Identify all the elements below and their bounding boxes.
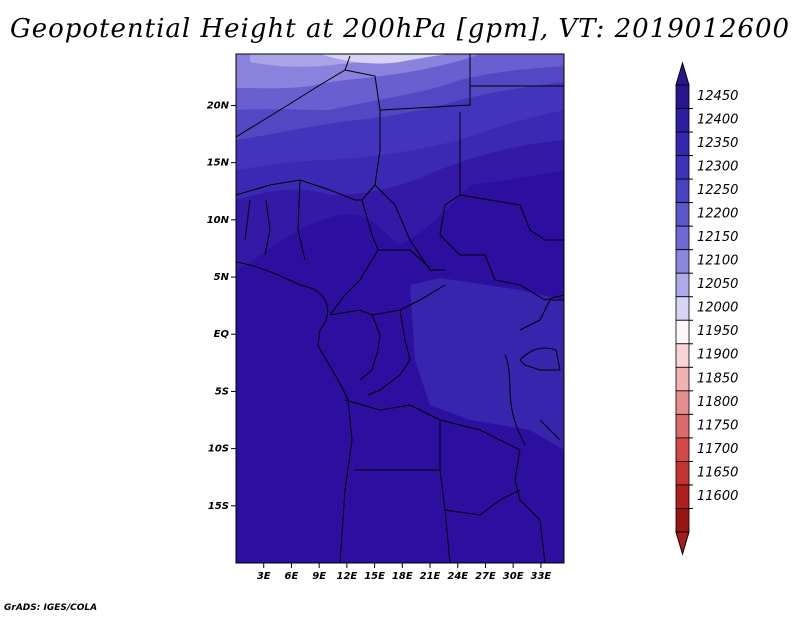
lat-tick-label: 20N [207,100,230,111]
lon-tick-label: 15E [364,571,385,582]
colorbar-swatch [675,437,690,462]
colorbar-label: 11600 [697,489,738,504]
colorbar-label: 12250 [697,183,738,198]
colorbar-bottom-arrow [675,531,690,556]
map-frame [235,53,565,564]
colorbar-swatch [675,272,690,298]
colorbar-swatch [675,108,690,133]
colorbar-label: 12000 [697,301,738,316]
colorbar-swatch [675,155,690,180]
lon-tick-label: 33E [531,571,552,582]
colorbar-label: 11750 [697,418,738,433]
lon-tick-label: 24E [447,571,468,582]
colorbar-swatch [675,343,690,368]
colorbar-swatch [675,131,690,156]
lat-tick-label: 15S [208,501,229,512]
colorbar-swatch [675,508,690,533]
colorbar: 12450 12400 12350 12300 12250 12200 12150 12100… [675,61,738,556]
lon-tick-label: 18E [392,571,413,582]
colorbar-swatch [675,249,690,274]
colorbar-label: 11800 [697,395,738,410]
lat-tick-label: 15N [207,158,230,169]
lon-tick-label: 9E [312,571,326,582]
colorbar-swatch [675,484,690,509]
colorbar-swatch [675,390,690,415]
colorbar-label: 11850 [697,371,738,386]
lat-tick-label: EQ [214,329,230,340]
colorbar-label: 12150 [697,230,738,245]
map-title: Geopotential Height at 200hPa [gpm], VT:… [9,14,791,44]
colorbar-swatch [675,413,690,439]
lat-tick-label: 5S [215,386,229,397]
field-band-12050 [320,54,450,64]
lon-tick-label: 12E [336,571,357,582]
colorbar-swatch [675,225,690,251]
colorbar-label: 12450 [697,89,738,104]
colorbar-swatch [675,84,690,109]
colorbar-label: 12350 [697,136,738,151]
colorbar-swatch [675,296,690,321]
colorbar-swatch [675,366,690,392]
colorbar-label: 12200 [697,207,738,222]
lat-tick-label: 5N [214,272,230,283]
colorbar-top-arrow [675,61,690,86]
colorbar-label: 11650 [697,465,738,480]
colorbar-label: 11950 [697,324,738,339]
lon-axis: 3E 6E 9E 12E 15E 18E 21E 24E 27E 30E 33E [257,563,552,582]
lon-tick-label: 21E [420,571,441,582]
colorbar-swatch [675,319,690,345]
lon-tick-label: 3E [257,571,271,582]
colorbar-label: 12300 [697,160,738,175]
colorbar-swatch [675,461,690,486]
colorbar-label: 12050 [697,277,738,292]
country-borders [236,54,564,563]
grads-credit: GrADS: IGES/COLA [4,603,98,613]
height-field [236,54,564,563]
lat-axis: 20N 15N 10N 5N EQ 5S 10S 15S [207,100,236,512]
lat-tick-label: 10N [207,215,230,226]
colorbar-swatch [675,202,690,227]
colorbar-label: 11900 [697,348,738,363]
field-east-band [410,278,564,450]
colorbar-label: 12100 [697,254,738,269]
lat-tick-label: 10S [208,444,229,455]
lon-tick-label: 27E [475,571,496,582]
lon-tick-label: 30E [503,571,524,582]
lon-tick-label: 6E [285,571,299,582]
colorbar-swatch [675,178,690,204]
colorbar-label: 12400 [697,112,738,127]
colorbar-label: 11700 [697,442,738,457]
